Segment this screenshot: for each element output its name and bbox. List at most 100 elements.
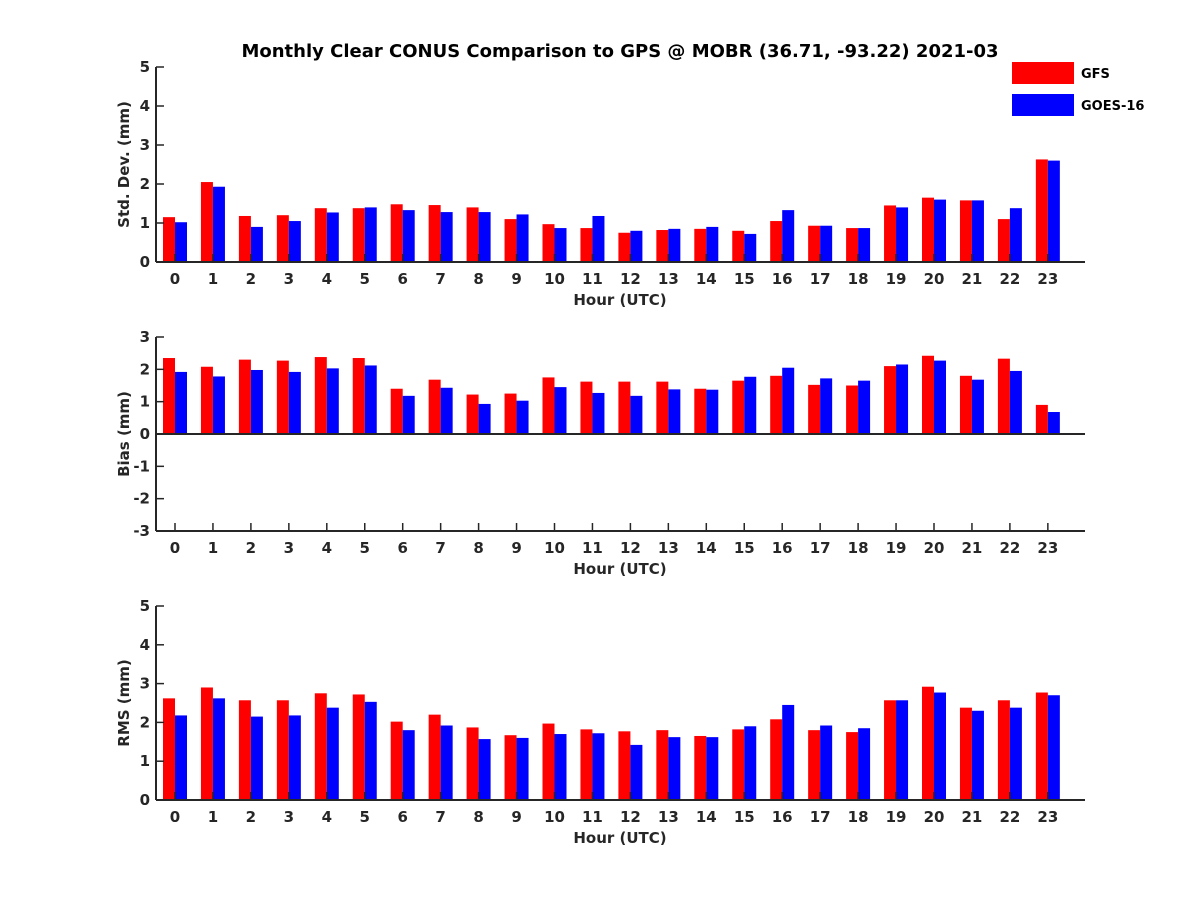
bar-gfs-hour-9 — [504, 219, 517, 262]
x-tick-label: 1 — [208, 808, 218, 826]
x-tick-label: 3 — [284, 539, 294, 557]
bar-gfs-hour-6 — [390, 204, 403, 262]
bar-goes-16-hour-9 — [516, 214, 529, 262]
bar-gfs-hour-5 — [352, 208, 365, 262]
chart-title: Monthly Clear CONUS Comparison to GPS @ … — [241, 41, 998, 62]
bar-goes-16-hour-17 — [820, 378, 833, 434]
bar-goes-16-hour-14 — [706, 389, 719, 434]
bar-goes-16-hour-2 — [250, 369, 263, 434]
bar-goes-16-hour-11 — [592, 215, 605, 262]
bar-goes-16-hour-15 — [744, 233, 757, 262]
bar-gfs-hour-19 — [884, 700, 897, 800]
bar-gfs-hour-3 — [276, 360, 289, 434]
bar-gfs-hour-15 — [732, 729, 745, 800]
x-tick-label: 14 — [696, 539, 717, 557]
bar-goes-16-hour-13 — [668, 737, 681, 800]
bar-goes-16-hour-4 — [326, 212, 339, 262]
x-tick-label: 8 — [473, 808, 483, 826]
bar-gfs-hour-23 — [1035, 404, 1048, 434]
bar-goes-16-hour-13 — [668, 389, 681, 434]
y-tick-label: 2 — [140, 360, 150, 378]
x-tick-label: 16 — [772, 539, 793, 557]
bar-gfs-hour-11 — [580, 729, 593, 800]
x-tick-label: 12 — [620, 808, 641, 826]
x-tick-label: 12 — [620, 270, 641, 288]
bar-goes-16-hour-12 — [630, 395, 643, 434]
bar-goes-16-hour-8 — [478, 212, 491, 262]
x-tick-label: 11 — [582, 270, 603, 288]
bar-goes-16-hour-15 — [744, 376, 757, 434]
bar-goes-16-hour-10 — [554, 734, 567, 800]
x-tick-label: 5 — [360, 808, 370, 826]
x-tick-label: 16 — [772, 808, 793, 826]
bar-gfs-hour-3 — [276, 215, 289, 262]
bar-goes-16-hour-18 — [858, 380, 871, 434]
x-tick-label: 17 — [810, 539, 831, 557]
bar-goes-16-hour-17 — [820, 225, 833, 262]
bar-gfs-hour-10 — [542, 377, 555, 434]
bar-goes-16-hour-6 — [402, 210, 415, 262]
bar-gfs-hour-21 — [959, 200, 972, 262]
bar-goes-16-hour-17 — [820, 725, 833, 800]
x-tick-label: 0 — [170, 270, 180, 288]
x-tick-label: 19 — [886, 270, 907, 288]
x-tick-label: 21 — [962, 808, 983, 826]
x-tick-label: 18 — [848, 539, 869, 557]
x-tick-label: 6 — [397, 270, 407, 288]
bar-goes-16-hour-8 — [478, 403, 491, 434]
x-tick-label: 8 — [473, 539, 483, 557]
bar-goes-16-hour-4 — [326, 368, 339, 434]
bar-goes-16-hour-3 — [288, 221, 301, 262]
y-tick-label: 2 — [140, 713, 150, 731]
x-tick-label: 15 — [734, 539, 755, 557]
bar-gfs-hour-11 — [580, 381, 593, 434]
x-tick-label: 1 — [208, 539, 218, 557]
bar-goes-16-hour-22 — [1009, 707, 1022, 800]
y-tick-label: 2 — [140, 175, 150, 193]
x-tick-label: 10 — [544, 808, 565, 826]
x-tick-label: 8 — [473, 270, 483, 288]
bar-goes-16-hour-16 — [782, 367, 795, 434]
bar-gfs-hour-4 — [314, 357, 327, 434]
bar-gfs-hour-0 — [163, 698, 175, 800]
bar-gfs-hour-13 — [656, 381, 669, 434]
bar-gfs-hour-22 — [997, 358, 1010, 434]
y-tick-label: 1 — [140, 214, 150, 232]
x-tick-label: 4 — [322, 270, 332, 288]
bar-goes-16-hour-6 — [402, 730, 415, 800]
bar-gfs-hour-0 — [163, 217, 175, 262]
x-tick-label: 7 — [435, 539, 445, 557]
bar-gfs-hour-3 — [276, 700, 289, 800]
bar-gfs-hour-7 — [428, 714, 441, 800]
x-tick-label: 5 — [360, 270, 370, 288]
x-tick-label: 23 — [1037, 539, 1058, 557]
bar-goes-16-hour-19 — [896, 364, 909, 434]
bar-goes-16-hour-12 — [630, 230, 643, 262]
x-tick-label: 7 — [435, 270, 445, 288]
bar-gfs-hour-7 — [428, 205, 441, 262]
legend-swatch-goes-16 — [1012, 94, 1074, 116]
bar-gfs-hour-5 — [352, 358, 365, 434]
bar-gfs-hour-1 — [200, 687, 213, 800]
bar-goes-16-hour-9 — [516, 400, 529, 434]
bar-gfs-hour-2 — [238, 359, 251, 434]
x-tick-label: 10 — [544, 270, 565, 288]
bar-gfs-hour-1 — [200, 182, 213, 262]
bar-goes-16-hour-22 — [1009, 208, 1022, 262]
bar-goes-16-hour-3 — [288, 371, 301, 434]
x-tick-label: 4 — [322, 539, 332, 557]
y-tick-label: -2 — [133, 490, 150, 508]
bar-goes-16-hour-0 — [175, 222, 187, 262]
bar-goes-16-hour-2 — [250, 716, 263, 800]
bar-goes-16-hour-9 — [516, 737, 529, 800]
y-tick-label: 1 — [140, 393, 150, 411]
bar-gfs-hour-9 — [504, 393, 517, 434]
bar-goes-16-hour-23 — [1047, 160, 1060, 262]
bar-gfs-hour-23 — [1035, 159, 1048, 262]
y-tick-label: 0 — [140, 253, 150, 271]
bar-gfs-hour-19 — [884, 366, 897, 434]
bar-gfs-hour-0 — [163, 358, 175, 434]
bar-gfs-hour-18 — [846, 385, 859, 434]
bar-gfs-hour-17 — [808, 730, 821, 800]
bar-gfs-hour-8 — [466, 394, 479, 434]
